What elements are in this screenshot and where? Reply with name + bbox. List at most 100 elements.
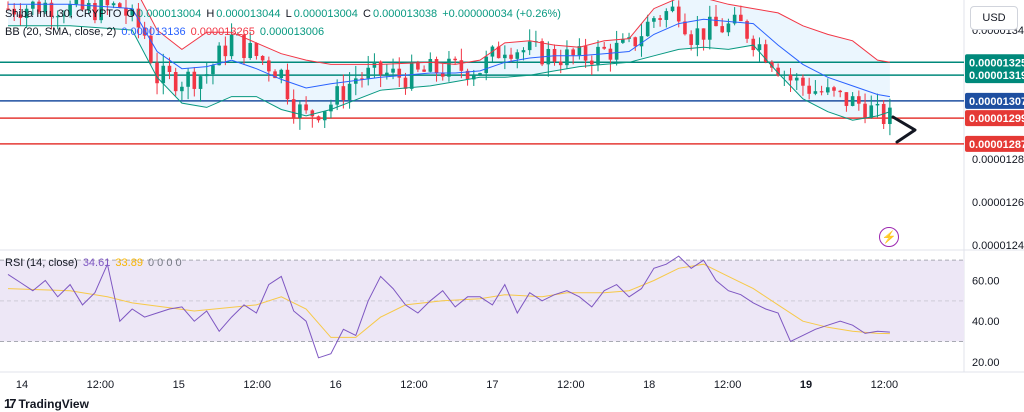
candle-body: [403, 77, 408, 89]
rsi-line: [7, 255, 890, 359]
candle-body: [24, 8, 29, 19]
candle-body: [540, 41, 544, 65]
close-label: C: [362, 8, 371, 20]
lightning-icon[interactable]: ⚡: [879, 227, 899, 247]
candle-body: [229, 34, 234, 57]
time-axis-label: 15: [173, 379, 185, 391]
symbol-title: Shiba Inu, 30, CRYPTO: [5, 8, 122, 20]
candle-body: [782, 74, 787, 76]
time-axis-label: 12:00: [243, 379, 271, 391]
candle-body: [596, 46, 600, 65]
candle-body: [397, 68, 402, 78]
candle-body: [105, 0, 110, 6]
candle-body: [739, 14, 743, 22]
candle-body: [242, 34, 246, 59]
bb-upper-value: 0.000013265: [190, 26, 255, 38]
candle-body: [776, 67, 780, 76]
candle-body: [664, 11, 669, 20]
candle-body: [751, 38, 756, 51]
time-axis-label: 12:00: [400, 379, 428, 391]
symbol-legend: Shiba Inu, 30, CRYPTO O 0.000013004 H 0.00…: [5, 8, 563, 20]
candle-body: [571, 49, 575, 56]
price-level-label: 0.00001287: [969, 139, 1024, 151]
candle-body: [366, 67, 371, 79]
currency-button[interactable]: USD: [970, 6, 1018, 30]
candle-body: [695, 28, 700, 45]
price-level-label: 0.00001299: [969, 113, 1024, 125]
candle-body: [484, 56, 489, 74]
price-level-label: 0.00001325: [969, 57, 1024, 69]
rsi-ma-value: 33.89: [115, 257, 143, 269]
price-level-label: 0.00001307: [969, 96, 1024, 108]
candle-body: [838, 90, 843, 93]
candle-body: [111, 3, 116, 6]
candle-body: [267, 60, 271, 72]
candle-body: [192, 71, 197, 89]
candle-body: [316, 116, 321, 121]
currency-label: USD: [982, 12, 1006, 24]
candle-body: [807, 85, 811, 94]
candle-body: [658, 18, 662, 20]
candle-body: [850, 96, 855, 106]
rsi-band-fill: [0, 260, 964, 342]
time-axis-label: 12:00: [714, 379, 742, 391]
price-level-badge: [965, 67, 1024, 84]
candle-body: [496, 46, 501, 59]
candle-body: [353, 78, 358, 84]
candle-body: [670, 6, 675, 12]
candle-body: [633, 37, 638, 47]
candle-body: [676, 6, 681, 22]
low-value: 0.000013004: [293, 8, 358, 20]
time-axis-label: 12:00: [557, 379, 585, 391]
candle-body: [180, 86, 184, 92]
rsi-label: RSI (14, close): [5, 257, 78, 269]
candle-body: [720, 26, 725, 33]
candle-body: [763, 44, 768, 63]
rsi-extra-values: 0 0 0 0: [148, 257, 182, 269]
candle-body: [714, 16, 718, 27]
candle-body: [440, 73, 445, 77]
candle-body: [521, 50, 526, 53]
candle-body: [602, 46, 607, 49]
high-value: 0.000013044: [216, 8, 281, 20]
candle-body: [304, 104, 308, 111]
candle-body: [434, 59, 439, 74]
candle-body: [447, 58, 451, 77]
candle-body: [322, 111, 327, 121]
rsi-tick-label: 60.00: [972, 276, 1000, 288]
candle-body: [385, 72, 389, 75]
candle-body: [794, 77, 799, 81]
bb-basis-value: 0.000013136: [121, 26, 186, 38]
candle-body: [18, 14, 23, 19]
candle-body: [298, 104, 302, 118]
candle-body: [857, 96, 861, 104]
candle-body: [130, 8, 135, 16]
candle-body: [142, 27, 147, 36]
candle-body: [422, 69, 426, 72]
rsi-tick-label: 40.00: [972, 316, 1000, 328]
candle-body: [378, 61, 383, 75]
candle-body: [801, 77, 805, 86]
candle-body: [515, 52, 520, 59]
candle-body: [701, 28, 706, 40]
open-value: 0.000013004: [137, 8, 202, 20]
candle-body: [757, 44, 762, 51]
candle-body: [260, 55, 265, 61]
candle-body: [347, 83, 352, 100]
candle-body: [117, 3, 122, 8]
candle-body: [819, 91, 824, 93]
candle-body: [707, 16, 712, 40]
candle-body: [608, 48, 613, 60]
candle-body: [409, 63, 414, 89]
tradingview-mark-icon: 17: [4, 396, 17, 411]
candle-body: [335, 86, 339, 105]
candle-body: [161, 65, 166, 84]
candle-body: [254, 43, 259, 56]
bollinger-upper-line: [140, 0, 890, 65]
candle-body: [416, 63, 420, 70]
candle-body: [341, 86, 346, 100]
tradingview-logo[interactable]: 17 TradingView: [4, 396, 89, 411]
candle-body: [173, 71, 178, 92]
